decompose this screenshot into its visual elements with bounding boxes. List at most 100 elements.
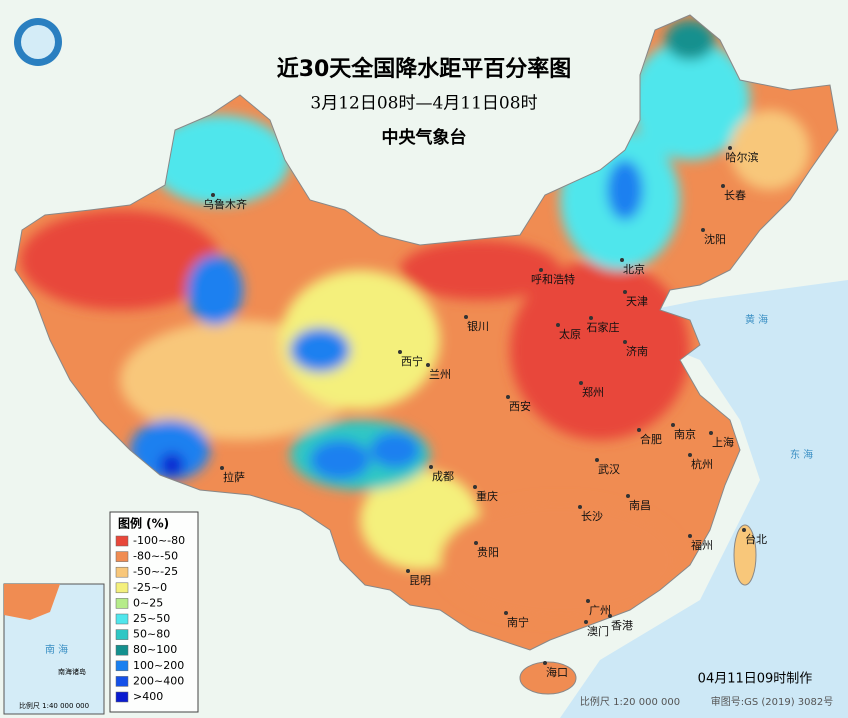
legend-label: -80~-50 (133, 550, 178, 563)
sea (560, 280, 848, 718)
city-dot (721, 184, 725, 188)
city-dot (211, 193, 215, 197)
taiwan (733, 524, 757, 586)
city-dot (426, 363, 430, 367)
legend-label: 0~25 (133, 596, 163, 609)
city-label: 南京 (674, 427, 696, 441)
city-dot (595, 458, 599, 462)
legend-swatch (115, 582, 129, 594)
inset-scale: 比例尺 1:40 000 000 (19, 701, 89, 710)
city-label: 乌鲁木齐 (203, 197, 247, 211)
city-dot (504, 611, 508, 615)
city-label: 贵阳 (477, 546, 499, 559)
city-label: 南昌 (629, 499, 651, 512)
city-dot (406, 569, 410, 573)
issuer: 中央气象台 (382, 127, 467, 148)
legend-label: -100~-80 (133, 534, 185, 547)
city-label: 银川 (467, 319, 489, 333)
city-label: 长沙 (581, 510, 603, 523)
city-dot (623, 290, 627, 294)
city-label: 南宁 (507, 615, 529, 629)
city-dot (637, 428, 641, 432)
city-label: 广州 (589, 604, 611, 617)
city-label: 西安 (509, 399, 531, 413)
legend-swatch (115, 629, 129, 640)
city-label: 兰州 (429, 368, 451, 381)
city-label: 福州 (691, 538, 713, 552)
city-dot (742, 528, 746, 532)
legend-swatch (115, 535, 129, 547)
city-label: 杭州 (691, 457, 713, 471)
legend-swatch (115, 551, 129, 562)
city-dot (584, 620, 588, 624)
legend-title: 图例 (%) (118, 516, 169, 531)
legend-swatch (115, 598, 129, 609)
legend-label: -25~0 (133, 581, 167, 594)
scale: 比例尺 1:20 000 000 (580, 695, 680, 708)
city-label: 澳门 (587, 624, 609, 638)
city-dot (671, 423, 675, 427)
legend-swatch (115, 613, 129, 625)
inset-land (4, 584, 60, 620)
city-dot (506, 395, 510, 399)
city-dot (589, 316, 593, 320)
city-dot (539, 268, 543, 272)
city-dot (623, 340, 627, 344)
city-label: 香港 (611, 619, 633, 632)
city-dot (626, 494, 630, 498)
city-dot (473, 485, 477, 489)
city-dot (688, 453, 692, 457)
city-dot (474, 541, 478, 545)
city-dot (220, 466, 224, 470)
city-dot (709, 431, 713, 435)
city-dot (429, 465, 433, 469)
made-time: 04月11日09时制作 (698, 672, 813, 687)
legend-swatch (115, 566, 129, 578)
review-number: 审图号:GS (2019) 3082号 (711, 695, 834, 708)
city-label: 郑州 (582, 385, 604, 399)
city-label: 北京 (623, 262, 645, 276)
legend-label: 50~80 (133, 628, 170, 641)
city-dot (556, 323, 560, 327)
city-dot (578, 505, 582, 509)
city-dot (701, 228, 705, 232)
legend-label: 25~50 (133, 612, 170, 625)
city-label: 天津 (626, 295, 648, 308)
city-label: 成都 (432, 470, 454, 483)
city-label: 西宁 (401, 354, 423, 368)
city-dot (579, 381, 583, 385)
city-dot (728, 146, 732, 150)
city-dot (688, 534, 692, 538)
city-label: 哈尔滨 (726, 150, 759, 164)
city-label: 上海 (712, 435, 734, 449)
city-label: 昆明 (409, 574, 431, 587)
sea-label: 黄 海 (745, 313, 768, 326)
legend-label: 80~100 (133, 643, 177, 656)
city-label: 济南 (626, 344, 648, 358)
city-dot (464, 315, 468, 319)
city-label: 台北 (745, 532, 767, 546)
city-dot (608, 614, 612, 618)
city-label: 呼和浩特 (531, 272, 575, 286)
inset-label: 南海诸岛 (58, 667, 86, 676)
legend-label: >400 (133, 690, 163, 703)
city-label: 太原 (559, 328, 581, 341)
city-label: 沈阳 (704, 232, 726, 246)
legend-swatch (115, 691, 129, 703)
sea-label: 南 海 (45, 643, 68, 656)
subtitle: 3月12日08时—4月11日08时 (310, 94, 537, 114)
city-dot (398, 350, 402, 354)
legend-label: 200~400 (133, 674, 184, 687)
logo-inner (21, 25, 55, 59)
city-dot (586, 599, 590, 603)
legend-label: 100~200 (133, 659, 184, 672)
city-label: 长春 (724, 189, 746, 202)
city-label: 海口 (546, 665, 568, 679)
legend-swatch (115, 676, 129, 687)
legend-label: -50~-25 (133, 565, 178, 578)
legend-swatch (115, 644, 129, 656)
city-label: 合肥 (640, 432, 662, 446)
city-label: 拉萨 (223, 470, 245, 484)
hainan (519, 661, 577, 695)
